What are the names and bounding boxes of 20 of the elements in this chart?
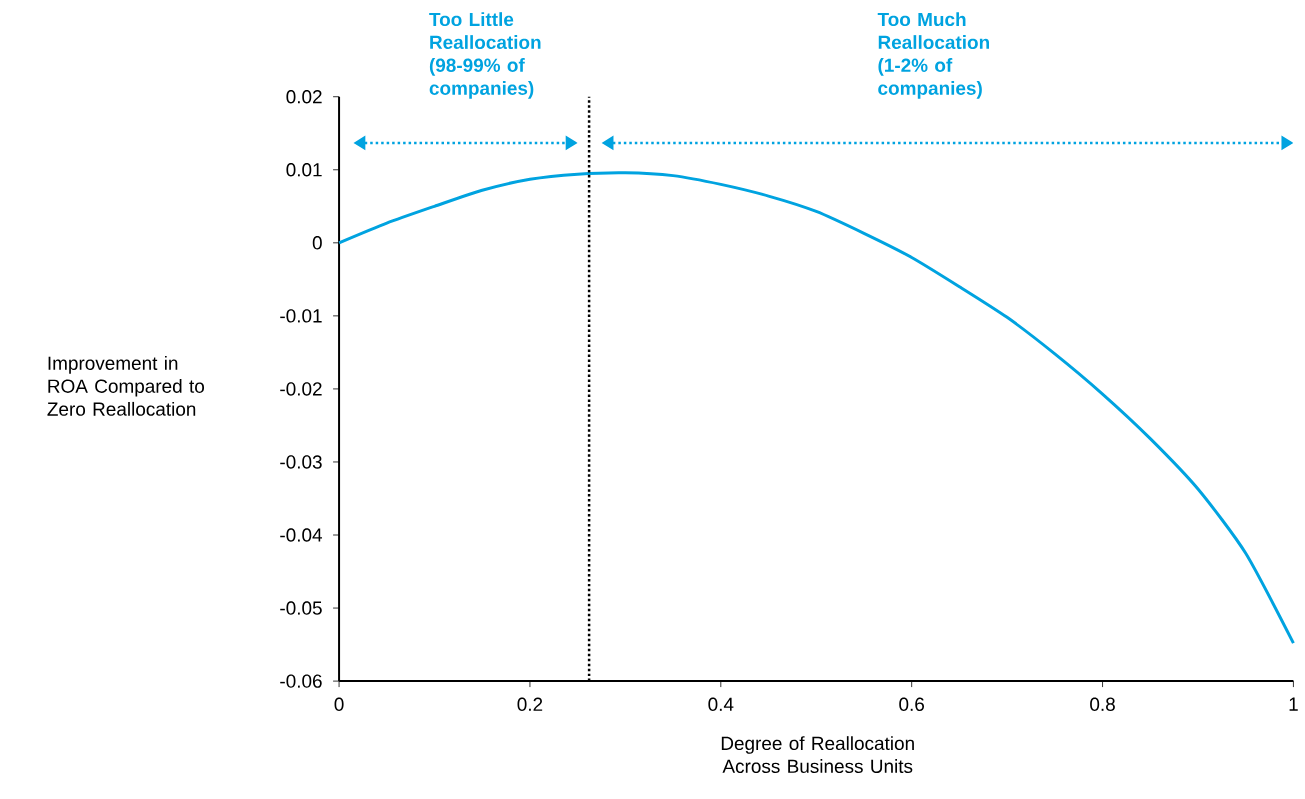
x-tick-label: 0 xyxy=(334,697,344,712)
y-tick-label: -0.06 xyxy=(280,674,322,688)
x-axis-title: Degree of Reallocation Across Business Units xyxy=(721,736,914,774)
line-series xyxy=(337,171,1295,645)
y-tick-label: 0.01 xyxy=(286,163,322,177)
y-axis-title: Improvement in ROA Compared to Zero Reallocation xyxy=(47,356,205,416)
x-tick-label: 0.6 xyxy=(899,697,925,712)
x-tick-label: 0.2 xyxy=(517,697,543,712)
y-tick-label: -0.02 xyxy=(280,382,322,396)
x-tick-label: 0.8 xyxy=(1090,697,1115,712)
y-tick-label: -0.01 xyxy=(280,309,322,323)
x-tick-label: 1 xyxy=(1289,697,1298,711)
annotation: Too Much Reallocation (1-2% of companies) xyxy=(877,12,989,99)
x-tick-label: 0.4 xyxy=(708,697,734,712)
annotation: Too Little Reallocation (98-99% of companies) xyxy=(429,12,541,99)
y-tick-label: -0.04 xyxy=(280,528,323,542)
y-tick-label: -0.05 xyxy=(280,601,322,615)
y-tick-label: -0.03 xyxy=(280,455,322,469)
y-tick-label: 0 xyxy=(312,236,322,250)
y-tick-label: 0.02 xyxy=(286,90,322,104)
